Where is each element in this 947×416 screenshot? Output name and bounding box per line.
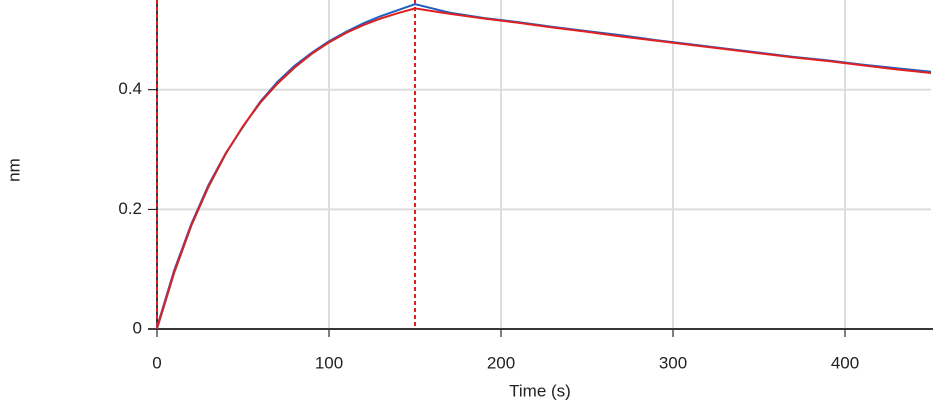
x-axis-label: Time (s) — [509, 381, 571, 400]
y-axis-label: nm — [4, 158, 23, 182]
y-tick-label: 0.2 — [118, 199, 142, 218]
y-tick-label: 0.4 — [118, 79, 142, 98]
x-tick-label: 0 — [152, 353, 161, 372]
x-tick-label: 300 — [659, 353, 687, 372]
x-tick-label: 100 — [315, 353, 343, 372]
data-line — [156, 7, 932, 330]
data-line — [156, 3, 932, 328]
x-tick-label: 400 — [831, 353, 859, 372]
y-tick-label: 0 — [133, 318, 142, 337]
x-tick-label: 200 — [487, 353, 515, 372]
